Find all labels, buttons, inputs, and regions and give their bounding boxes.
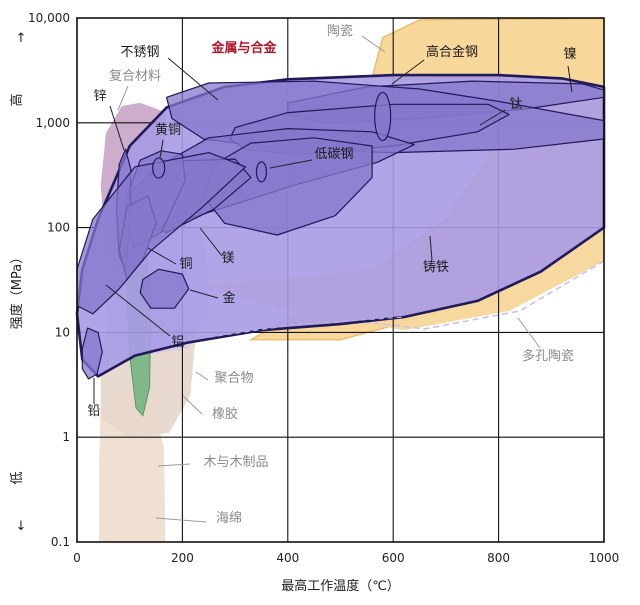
y-arrow-down: ↓ <box>16 519 27 534</box>
leader-line <box>517 317 541 349</box>
leader-line <box>159 139 164 159</box>
leader-line <box>147 247 177 265</box>
y-tick-label: 100 <box>47 221 70 235</box>
leader-line <box>155 517 207 523</box>
label-锌: 锌 <box>93 89 106 104</box>
region-高合金钢 <box>374 91 392 142</box>
leader-line <box>182 395 203 415</box>
y-tick-label: 10,000 <box>28 11 70 25</box>
leader-line <box>429 235 433 261</box>
label-金属与合金: 金属与合金 <box>210 40 277 56</box>
label-复合材料: 复合材料 <box>109 69 161 84</box>
label-铸铁: 铸铁 <box>423 259 449 275</box>
leader-line <box>117 85 129 111</box>
label-不锈钢: 不锈钢 <box>120 45 159 60</box>
label-木与木制品: 木与木制品 <box>203 455 268 470</box>
leader-line <box>195 371 209 381</box>
x-tick-label: 800 <box>487 551 510 565</box>
label-海绵: 海绵 <box>216 511 242 526</box>
label-镍: 镍 <box>563 47 576 62</box>
plot-frame <box>76 17 605 543</box>
label-铅: 铅 <box>87 404 100 419</box>
label-低碳钢: 低碳钢 <box>314 147 353 162</box>
x-tick-label: 200 <box>171 551 194 565</box>
label-铝: 铝 <box>171 335 184 350</box>
x-axis-title: 最高工作温度（℃） <box>281 578 400 594</box>
label-橡胶: 橡胶 <box>212 406 238 422</box>
region-低碳钢-dot <box>255 161 268 183</box>
label-聚合物: 聚合物 <box>214 371 253 386</box>
leader-line <box>189 289 219 299</box>
leader-line <box>167 57 219 101</box>
metal-tail-dashed <box>208 316 404 338</box>
leader-line <box>361 35 386 53</box>
y-arrow-up: ↑ <box>16 31 27 46</box>
leader-line <box>199 227 223 257</box>
x-tick-label: 0 <box>73 551 81 565</box>
leader-line <box>105 284 171 337</box>
region-铅 <box>81 327 103 380</box>
label-铜: 铜 <box>179 257 192 272</box>
leader-line <box>567 65 573 93</box>
y-tick-label: 10 <box>55 325 70 339</box>
y-low-label: 低 <box>10 471 25 484</box>
label-陶瓷: 陶瓷 <box>327 23 353 39</box>
x-tick-label: 400 <box>276 551 299 565</box>
axes: 0 200 400 600 800 1000 0.1 1 10 100 1,000 10,000 最高工… <box>9 11 619 594</box>
y-tick-label: 1,000 <box>36 116 70 130</box>
label-镁: 镁 <box>221 251 234 266</box>
label-钛: 钛 <box>509 97 522 112</box>
region-黄铜-dot <box>152 157 166 179</box>
leader-line <box>391 59 425 85</box>
leader-line <box>269 159 313 169</box>
leader-line <box>479 109 506 126</box>
label-多孔陶瓷: 多孔陶瓷 <box>522 348 574 364</box>
leader-line <box>109 105 125 151</box>
y-axis-title: 强度（MPa） <box>9 251 25 329</box>
x-tick-label: 1000 <box>589 551 620 565</box>
leader-line <box>157 463 191 467</box>
y-tick-label: 0.1 <box>51 535 70 549</box>
region-铝 <box>76 152 247 315</box>
label-高合金钢: 高合金钢 <box>426 44 478 60</box>
y-high-label: 高 <box>9 93 25 106</box>
y-tick-label: 1 <box>62 430 70 444</box>
region-铸铁 <box>202 137 373 236</box>
region-金 <box>139 268 190 309</box>
x-tick-label: 600 <box>382 551 405 565</box>
label-金: 金 <box>222 290 235 306</box>
metal-regions <box>75 73 606 380</box>
label-黄铜: 黄铜 <box>155 123 181 138</box>
